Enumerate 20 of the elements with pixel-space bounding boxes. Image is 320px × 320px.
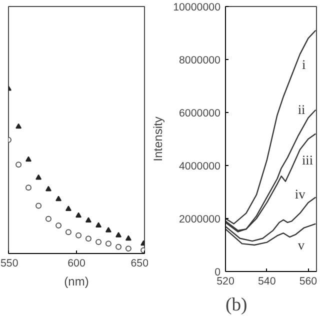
- series-label: ii: [298, 102, 306, 117]
- x-tick-label: 520: [216, 276, 234, 288]
- y-tick-label: 6000000: [179, 108, 221, 120]
- x-tick-label: 650: [130, 258, 149, 270]
- y-axis-title: Intensity: [151, 116, 166, 162]
- series-label: iii: [302, 152, 314, 168]
- y-tick-label: 2000000: [179, 214, 221, 226]
- x-tick-label: 540: [258, 276, 276, 288]
- x-tick-label: 550: [0, 258, 18, 270]
- text: (b): [226, 294, 248, 316]
- y-tick-label: 0: [214, 266, 221, 278]
- y-tick-label: 8000000: [179, 54, 221, 66]
- series-label: i: [302, 57, 306, 72]
- x-tick-label: 560: [299, 276, 318, 288]
- x-tick-label: 600: [68, 258, 86, 270]
- y-tick-label: 4000000: [179, 160, 221, 172]
- y-tick-label: 10000000: [173, 2, 221, 14]
- series-label: iv: [294, 186, 306, 202]
- series-label: v: [298, 237, 305, 252]
- x-axis-title: (nm): [64, 274, 89, 288]
